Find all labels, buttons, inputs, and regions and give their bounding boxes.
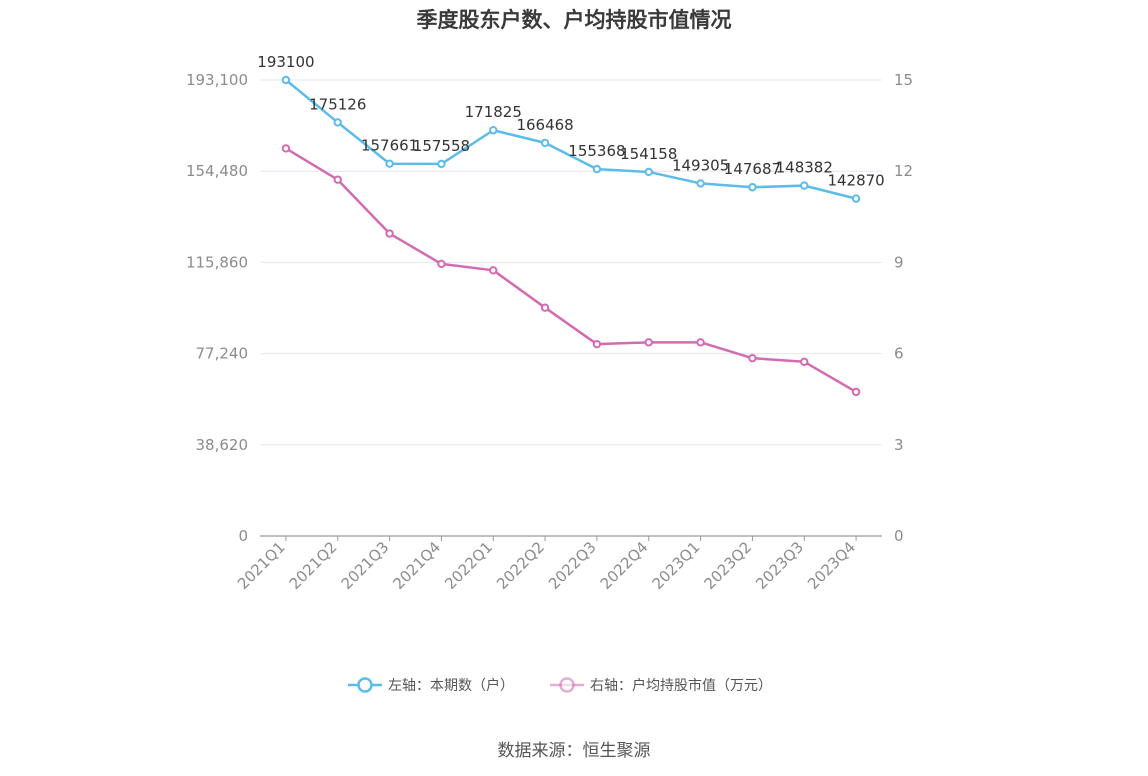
avg-value-point — [592, 339, 602, 349]
legend-marker — [357, 677, 373, 693]
holders-data-label: 149305 — [672, 156, 729, 174]
axes: 0 0 38,620 3 77,240 6 115,860 9 154,480 12 193,100… — [186, 71, 913, 593]
holders-point — [333, 118, 342, 127]
holders-data-label: 157558 — [413, 137, 470, 155]
x-tick-label: 2021Q3 — [338, 538, 393, 593]
holders-point — [437, 159, 446, 169]
avg-value-point — [385, 229, 394, 238]
avg-value-point — [800, 357, 809, 367]
avg-value-point — [851, 387, 861, 397]
avg-value-point — [540, 303, 550, 312]
y-right-tick-label: 12 — [894, 162, 913, 180]
series-lines — [281, 75, 861, 397]
legend-label: 右轴：户均持股市值（万元） — [590, 677, 772, 694]
x-tick-label: 2023Q3 — [752, 538, 807, 593]
holders-data-label: 175126 — [309, 95, 366, 113]
holders-point — [644, 167, 653, 177]
holders-point — [748, 183, 757, 192]
holders-data-label: 166468 — [516, 116, 573, 134]
holders-point — [851, 194, 861, 203]
y-left-tick-label: 0 — [238, 527, 248, 545]
holders-point — [592, 164, 602, 174]
x-tick-label: 2021Q4 — [389, 538, 444, 593]
x-tick-label: 2022Q3 — [545, 538, 600, 593]
avg-value-point — [489, 266, 498, 275]
y-left-tick-label: 154,480 — [186, 162, 248, 180]
y-left-tick-label: 193,100 — [186, 71, 248, 89]
x-tick-label: 2023Q2 — [700, 538, 755, 593]
y-right-tick-label: 9 — [894, 253, 904, 271]
legend[interactable]: 左轴：本期数（户） 右轴：户均持股市值（万元） — [348, 677, 772, 694]
y-right-tick-label: 15 — [894, 71, 913, 89]
holders-data-label: 148382 — [776, 159, 833, 177]
avg-value-point — [644, 338, 653, 347]
holders-data-label: 142870 — [827, 172, 884, 190]
x-tick-label: 2022Q4 — [597, 538, 652, 593]
chart-title: 季度股东户数、户均持股市值情况 — [416, 8, 732, 32]
source-note: 数据来源：恒生聚源 — [497, 741, 651, 761]
y-right-tick-label: 6 — [894, 345, 904, 363]
x-tick-label: 2022Q1 — [441, 538, 496, 593]
y-left-tick-label: 38,620 — [196, 436, 249, 454]
holders-data-label: 147687 — [724, 160, 781, 178]
holders-point — [385, 159, 394, 168]
x-tick-label: 2021Q1 — [234, 538, 289, 593]
holders-data-label: 193100 — [257, 53, 314, 71]
legend-label: 左轴：本期数（户） — [388, 677, 514, 694]
y-left-tick-label: 115,860 — [186, 253, 248, 271]
holders-data-label: 157661 — [361, 137, 418, 155]
holders-data-label: 155368 — [568, 142, 625, 160]
grid-lines — [260, 79, 882, 446]
holders-data-label: 154158 — [620, 145, 677, 163]
y-left-tick-label: 77,240 — [196, 345, 249, 363]
holders-point — [696, 179, 705, 188]
holders-point — [800, 181, 809, 190]
x-tick-label: 2022Q2 — [493, 538, 548, 593]
y-right-tick-label: 3 — [894, 436, 904, 454]
holders-point — [489, 126, 498, 135]
series-line-holders — [285, 79, 857, 200]
avg-value-point — [437, 259, 446, 269]
holders-data-label: 171825 — [465, 103, 522, 121]
avg-value-point — [281, 144, 291, 153]
legend-marker — [559, 677, 575, 693]
series-line-avg-value — [285, 147, 857, 393]
avg-value-point — [696, 338, 705, 347]
holders-point — [540, 138, 550, 148]
x-tick-label: 2023Q4 — [804, 538, 859, 593]
x-tick-label: 2021Q2 — [286, 538, 341, 593]
holders-point — [281, 75, 291, 85]
x-tick-label: 2023Q1 — [649, 538, 704, 593]
avg-value-point — [748, 353, 757, 363]
y-right-tick-label: 0 — [894, 527, 904, 545]
avg-value-point — [333, 175, 342, 184]
